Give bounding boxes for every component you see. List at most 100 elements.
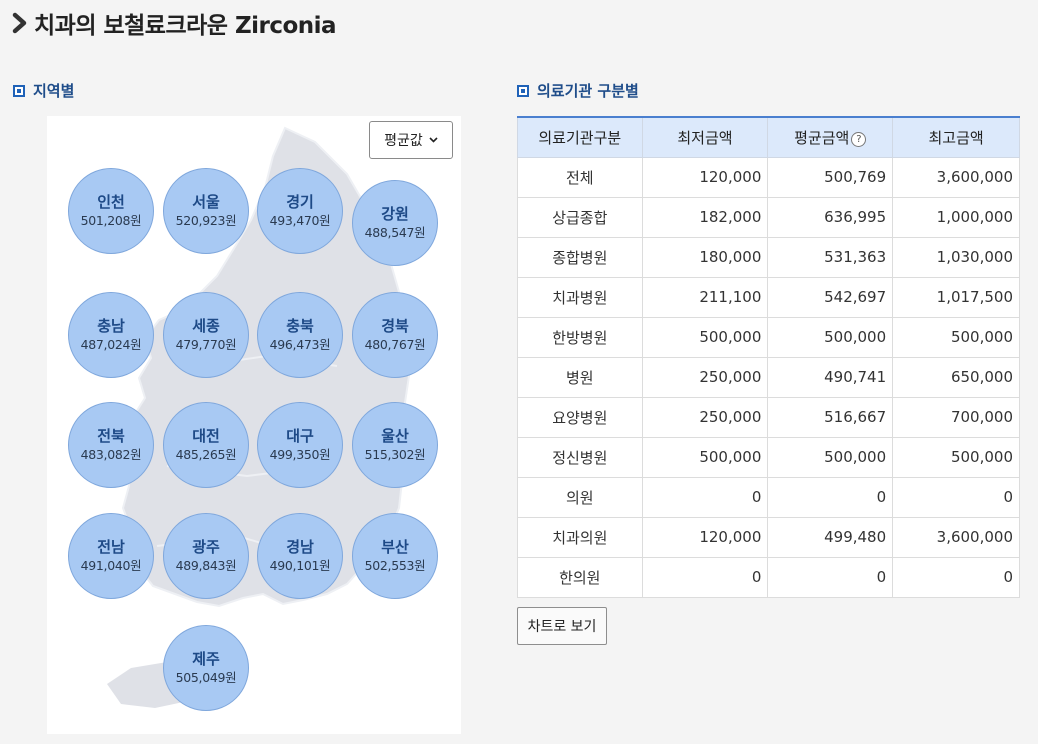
cell-min: 250,000: [641, 396, 769, 438]
col-header-min: 최저금액: [641, 116, 769, 158]
region-name: 제주: [192, 650, 220, 668]
region-bubble-chungnam[interactable]: 충남 487,024원: [68, 292, 154, 378]
institution-section-header: 의료기관 구분별: [517, 80, 639, 101]
table-row: 의원 0 0 0: [517, 476, 1020, 518]
table-row: 병원 250,000 490,741 650,000: [517, 356, 1020, 398]
cell-min: 250,000: [641, 356, 769, 398]
page-title: 치과의 보철료크라운 Zirconia: [12, 6, 337, 40]
cell-avg: 500,769: [767, 156, 894, 198]
table-row: 정신병원 500,000 500,000 500,000: [517, 436, 1020, 478]
region-value: 491,040원: [80, 558, 142, 573]
region-name: 충남: [97, 317, 125, 335]
region-name: 서울: [192, 193, 220, 211]
chevron-down-icon: [429, 137, 438, 143]
region-value: 479,770원: [175, 337, 237, 352]
region-name: 대구: [286, 427, 314, 445]
cell-min: 0: [641, 476, 769, 518]
region-value: 501,208원: [80, 213, 142, 228]
region-name: 충북: [286, 317, 314, 335]
region-bubble-gwangju[interactable]: 광주 489,843원: [163, 513, 249, 599]
region-value: 505,049원: [175, 670, 237, 685]
cell-max: 500,000: [892, 436, 1020, 478]
cell-category: 요양병원: [517, 396, 643, 438]
region-name: 전북: [97, 427, 125, 445]
region-value: 515,302원: [364, 447, 426, 462]
region-bubble-gangwon[interactable]: 강원 488,547원: [352, 180, 438, 266]
cell-max: 1,030,000: [892, 236, 1020, 278]
cell-max: 0: [892, 556, 1020, 598]
region-bubble-jeonbuk[interactable]: 전북 483,082원: [68, 402, 154, 488]
chevron-right-icon: [12, 12, 27, 34]
region-name: 경기: [286, 193, 314, 211]
region-section-header: 지역별: [13, 80, 74, 101]
cell-min: 180,000: [641, 236, 769, 278]
region-value: 480,767원: [364, 337, 426, 352]
table-row: 치과병원 211,100 542,697 1,017,500: [517, 276, 1020, 318]
region-bubble-incheon[interactable]: 인천 501,208원: [68, 168, 154, 254]
region-map-panel: 평균값 인천 501,208원 서울 520,923원 경기 493,470원 …: [47, 116, 461, 734]
region-bubble-daegu[interactable]: 대구 499,350원: [257, 402, 343, 488]
cell-avg: 516,667: [767, 396, 894, 438]
cell-avg: 542,697: [767, 276, 894, 318]
region-value: 488,547원: [364, 225, 426, 240]
institution-section-label: 의료기관 구분별: [537, 82, 639, 100]
table-row: 상급종합 182,000 636,995 1,000,000: [517, 196, 1020, 238]
cell-max: 1,017,500: [892, 276, 1020, 318]
region-bubble-gyeongnam[interactable]: 경남 490,101원: [257, 513, 343, 599]
cell-category: 한방병원: [517, 316, 643, 358]
cell-max: 650,000: [892, 356, 1020, 398]
region-bubble-jeonnam[interactable]: 전남 491,040원: [68, 513, 154, 599]
region-section-label: 지역별: [33, 82, 75, 100]
region-value: 483,082원: [80, 447, 142, 462]
region-bubble-jeju[interactable]: 제주 505,049원: [163, 625, 249, 711]
cell-max: 0: [892, 476, 1020, 518]
region-name: 부산: [381, 538, 409, 556]
section-bullet-icon: [517, 84, 529, 97]
stat-type-select[interactable]: 평균값: [369, 121, 453, 159]
region-value: 520,923원: [175, 213, 237, 228]
cell-avg: 500,000: [767, 316, 894, 358]
region-name: 광주: [192, 538, 220, 556]
region-name: 울산: [381, 427, 409, 445]
region-value: 487,024원: [80, 337, 142, 352]
region-bubble-daejeon[interactable]: 대전 485,265원: [163, 402, 249, 488]
stat-type-selected: 평균값: [384, 133, 423, 149]
region-value: 493,470원: [269, 213, 331, 228]
cell-avg: 531,363: [767, 236, 894, 278]
col-header-max: 최고금액: [892, 116, 1020, 158]
region-name: 경북: [381, 317, 409, 335]
cell-category: 상급종합: [517, 196, 643, 238]
table-row: 전체 120,000 500,769 3,600,000: [517, 156, 1020, 198]
table-header-row: 의료기관구분 최저금액 평균금액? 최고금액: [517, 116, 1020, 158]
col-header-avg-label: 평균금액: [794, 128, 850, 147]
region-bubble-gyeongbuk[interactable]: 경북 480,767원: [352, 292, 438, 378]
region-name: 경남: [286, 538, 314, 556]
col-header-institution: 의료기관구분: [517, 116, 643, 158]
region-value: 496,473원: [269, 337, 331, 352]
cell-category: 병원: [517, 356, 643, 398]
region-value: 490,101원: [269, 558, 331, 573]
region-bubble-chungbuk[interactable]: 충북 496,473원: [257, 292, 343, 378]
cell-avg: 636,995: [767, 196, 894, 238]
region-bubble-seoul[interactable]: 서울 520,923원: [163, 168, 249, 254]
help-icon[interactable]: ?: [851, 131, 867, 147]
table-row: 종합병원 180,000 531,363 1,030,000: [517, 236, 1020, 278]
cell-max: 1,000,000: [892, 196, 1020, 238]
cell-min: 500,000: [641, 436, 769, 478]
cell-category: 치과의원: [517, 516, 643, 558]
region-bubble-ulsan[interactable]: 울산 515,302원: [352, 402, 438, 488]
cell-max: 500,000: [892, 316, 1020, 358]
cell-avg: 500,000: [767, 436, 894, 478]
cell-avg: 0: [767, 476, 894, 518]
cell-max: 700,000: [892, 396, 1020, 438]
cell-avg: 490,741: [767, 356, 894, 398]
cell-min: 120,000: [641, 516, 769, 558]
cell-min: 0: [641, 556, 769, 598]
region-value: 485,265원: [175, 447, 237, 462]
view-as-chart-button[interactable]: 차트로 보기: [517, 607, 607, 645]
region-bubble-busan[interactable]: 부산 502,553원: [352, 513, 438, 599]
region-bubble-gyeonggi[interactable]: 경기 493,470원: [257, 168, 343, 254]
region-name: 전남: [97, 538, 125, 556]
region-name: 세종: [192, 317, 220, 335]
region-bubble-sejong[interactable]: 세종 479,770원: [163, 292, 249, 378]
